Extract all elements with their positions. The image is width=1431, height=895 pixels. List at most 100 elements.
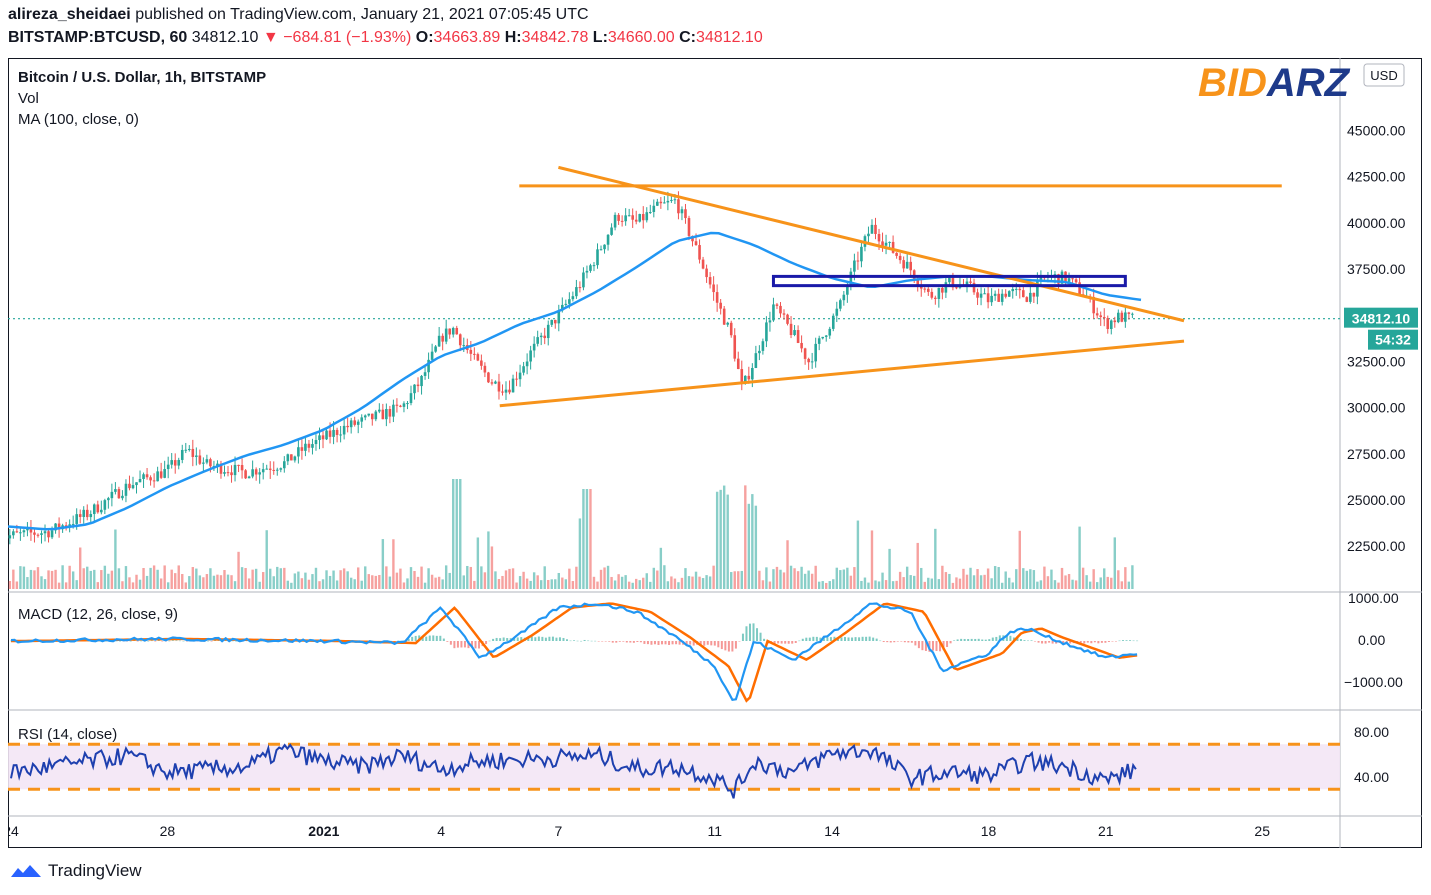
candle-body: [568, 299, 571, 304]
volume-bar: [409, 567, 413, 589]
price-change: −684.81 (−1.93%): [283, 29, 412, 46]
time-tick: 11: [708, 823, 723, 839]
volume-bar: [353, 579, 356, 589]
macd-histogram-bar: [981, 639, 984, 641]
candle-body: [786, 314, 789, 324]
resistance-box[interactable]: [771, 274, 1127, 288]
candle-body: [856, 260, 860, 262]
candle-body: [22, 530, 26, 533]
volume-bar: [135, 574, 138, 589]
candle-body: [480, 360, 483, 366]
volume-bar: [61, 565, 64, 589]
macd-histogram-bar: [157, 640, 160, 641]
macd-histogram-bar: [421, 635, 424, 641]
macd-histogram-bar: [1125, 640, 1128, 641]
candle-body: [539, 335, 543, 338]
macd-histogram-bar: [639, 641, 642, 643]
volume-bar: [853, 567, 856, 589]
candle-body: [103, 500, 107, 510]
candle-body: [138, 479, 142, 483]
volume-bar: [469, 566, 473, 589]
macd-histogram-bar: [235, 640, 238, 642]
candle-body: [698, 245, 701, 260]
candle-body: [634, 219, 638, 222]
candle-body: [114, 489, 117, 492]
macd-tick-1000: 1000.00: [1348, 590, 1399, 606]
volume-bar: [1043, 566, 1046, 589]
macd-histogram-bar: [453, 641, 456, 649]
candle-body: [842, 294, 846, 301]
candle-body: [286, 454, 290, 462]
volume-bar: [860, 580, 863, 589]
candle-body: [722, 308, 726, 325]
macd-histogram-bar: [210, 641, 213, 642]
volume-bar: [969, 567, 972, 589]
volume-bar: [547, 579, 550, 589]
candle-body: [244, 470, 247, 479]
candle-body: [304, 443, 307, 451]
upper-trendline[interactable]: [558, 165, 1185, 323]
volume-bar: [434, 577, 437, 589]
open-value: 34663.89: [433, 29, 501, 46]
macd-histogram-bar: [1037, 641, 1040, 643]
macd-histogram-bar: [449, 641, 452, 645]
macd-histogram-bar: [960, 638, 963, 641]
volume-bar: [321, 579, 325, 589]
macd-histogram-bar: [150, 640, 153, 642]
volume-bar: [863, 577, 867, 589]
volume-bar: [181, 574, 184, 589]
lower-trendline[interactable]: [499, 339, 1185, 408]
volume-bar: [138, 579, 142, 589]
candle-body: [1071, 278, 1074, 280]
volume-bar: [1067, 574, 1071, 589]
macd-histogram-bar: [625, 641, 628, 643]
macd-histogram-bar: [661, 641, 664, 645]
candle-body: [1018, 288, 1022, 291]
volume-bar: [349, 577, 353, 589]
candle-body: [546, 324, 550, 339]
close-label: C:: [679, 29, 696, 46]
volume-bar: [497, 579, 501, 589]
time-axis[interactable]: 24 28 2021 4 7 11 14 18 21 25: [8, 823, 1270, 839]
chart-area[interactable]: Bitcoin / U.S. Dollar, 1h, BITSTAMP Vol …: [8, 58, 1422, 848]
volume-bar: [564, 579, 568, 589]
candle-body: [536, 337, 539, 344]
volume-bar: [19, 566, 22, 589]
candle-body: [374, 411, 378, 420]
currency-box[interactable]: [1363, 63, 1405, 87]
candle-body: [881, 241, 884, 246]
candle-body: [997, 293, 1000, 302]
price-tick: 32500.00: [1347, 353, 1406, 369]
candle-body: [92, 504, 96, 515]
macd-histogram-bar: [555, 637, 558, 641]
volume-bar: [82, 568, 85, 589]
volume-bar: [103, 565, 107, 589]
macd-histogram-bar: [587, 640, 590, 642]
macd-histogram-bar: [1026, 640, 1029, 642]
price-tick: 22500.00: [1347, 538, 1406, 554]
candle-body: [451, 327, 455, 335]
candle-body: [930, 291, 934, 298]
candle-body: [19, 532, 22, 534]
volume-bar: [177, 565, 180, 589]
candle-body: [680, 209, 684, 214]
macd-histogram-bar: [1114, 641, 1117, 642]
author-name[interactable]: alireza_sheidaei: [8, 6, 131, 23]
candle-body: [149, 477, 152, 481]
volume-bar: [814, 565, 817, 589]
candle-body: [617, 214, 620, 221]
volume-bar: [364, 566, 367, 589]
volume-bar: [828, 581, 831, 589]
footer-brand[interactable]: TradingView: [10, 861, 142, 881]
volume-bar: [110, 570, 114, 589]
macd-histogram-bar: [566, 639, 569, 641]
macd-histogram-bar: [1079, 641, 1082, 643]
candle-body: [124, 483, 128, 496]
candle-body: [388, 408, 392, 417]
volume-bar: [1092, 569, 1095, 589]
macd-histogram-bar: [147, 640, 150, 642]
volume-bar: [782, 572, 786, 589]
candle-body: [835, 308, 839, 316]
volume-bar: [884, 580, 888, 589]
candle-body: [434, 346, 437, 352]
